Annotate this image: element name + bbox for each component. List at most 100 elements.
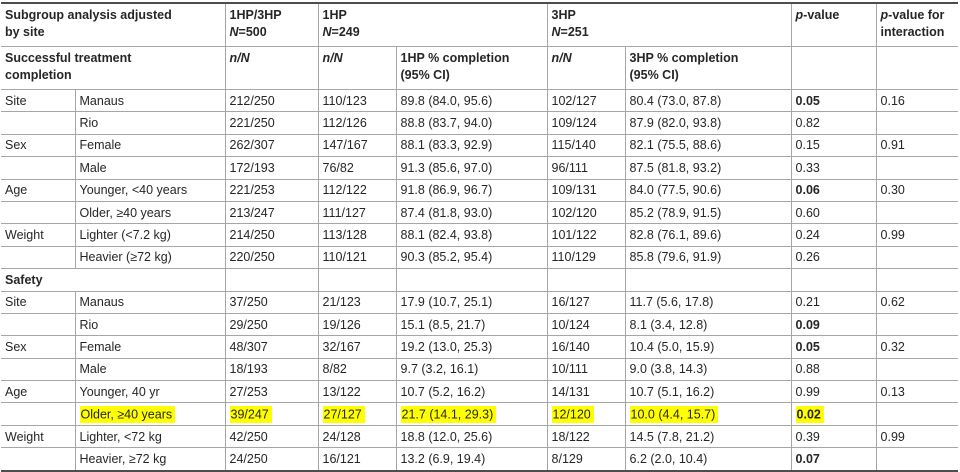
p-value-cell-text: 0.88	[795, 362, 820, 377]
section-label: Safety	[0, 268, 226, 292]
subgroup-cell: Rio	[74, 312, 226, 337]
p-value-cell-text: 0.21	[795, 295, 820, 310]
value-cell-text: 87.5 (81.8, 93.2)	[629, 160, 722, 175]
value-cell-text: 10.0 (4.4, 15.7)	[629, 405, 719, 423]
p-interaction-cell: 0.99	[875, 223, 959, 247]
value-cell-text: 102/120	[551, 205, 597, 220]
value-cell-text: 89.8 (84.0, 95.6)	[400, 93, 493, 108]
subgroup-cell-text: Rio	[79, 116, 99, 131]
value-cell: 9.7 (3.2, 16.1)	[395, 357, 548, 382]
subgroup-cell-text: Younger, 40 yr	[79, 384, 160, 399]
table-row: Weight Lighter (<7.2 kg) 214/250 113/128 88.…	[0, 223, 959, 247]
value-cell-text: 39/247	[229, 405, 272, 423]
p-interaction-cell-text: 0.16	[880, 93, 905, 108]
value-cell-text: 221/250	[229, 116, 275, 131]
value-cell-text: 24/250	[229, 451, 268, 466]
value-cell: 112/122	[317, 178, 397, 202]
value-cell: 88.8 (83.7, 94.0)	[395, 111, 548, 135]
value-cell: 102/127	[546, 88, 626, 113]
value-cell: 10.7 (5.1, 16.2)	[624, 380, 792, 404]
value-cell: 10/124	[546, 312, 626, 337]
p-value-cell: 0.02	[790, 402, 877, 426]
value-cell-text: 19/126	[322, 317, 361, 332]
value-cell: 6.2 (2.0, 10.4)	[624, 447, 792, 472]
value-cell: 82.8 (76.1, 89.6)	[624, 223, 792, 247]
p-value-cell: 0.99	[790, 380, 877, 404]
value-cell-text: 18/122	[551, 429, 590, 444]
value-cell-text: 18/193	[229, 362, 268, 377]
header-p-value: p-value	[790, 2, 877, 47]
empty-cell	[317, 268, 397, 292]
subgroup-cell-text: Manaus	[79, 295, 124, 310]
category-cell	[0, 111, 76, 135]
value-cell: 29/250	[224, 312, 319, 337]
value-cell: 110/129	[546, 245, 626, 270]
p-interaction-cell-text: 0.32	[880, 339, 905, 354]
category-cell: Weight	[0, 424, 76, 449]
value-cell: 90.3 (85.2, 95.4)	[395, 245, 548, 270]
value-cell-text: 10/124	[551, 317, 590, 332]
p-value-cell-text: 0.33	[795, 160, 820, 175]
p-interaction-cell	[875, 357, 959, 382]
value-cell-text: 19.2 (13.0, 25.3)	[400, 339, 493, 354]
table-row: Age Younger, <40 years 221/253 112/122 91.8 …	[0, 178, 959, 202]
value-cell: 221/250	[224, 111, 319, 135]
header-empty-p	[790, 46, 877, 90]
value-cell-text: 147/167	[322, 138, 368, 153]
value-cell-text: 13/122	[322, 384, 361, 399]
value-cell: 12/120	[546, 402, 626, 426]
value-cell: 212/250	[224, 88, 319, 113]
p-interaction-cell: 0.62	[875, 290, 959, 314]
value-cell: 109/124	[546, 111, 626, 135]
header-arm-1hp: 1HP N=249	[317, 2, 548, 47]
value-cell: 88.1 (82.4, 93.8)	[395, 223, 548, 247]
value-cell: 18.8 (12.0, 25.6)	[395, 424, 548, 449]
category-cell	[0, 156, 76, 180]
value-cell: 24/250	[224, 447, 319, 472]
value-cell-text: 6.2 (2.0, 10.4)	[629, 451, 708, 466]
p-value-cell-text: 0.02	[795, 405, 824, 423]
p-value-cell: 0.88	[790, 357, 877, 382]
category-cell	[0, 402, 76, 426]
empty-cell	[395, 268, 548, 292]
value-cell-text: 24/128	[322, 429, 361, 444]
category-cell: Age	[0, 178, 76, 202]
subgroup-cell-text: Male	[79, 160, 107, 175]
value-cell: 32/167	[317, 335, 397, 359]
table-row: Sex Female 262/307 147/167 88.1 (83.3, 92.9)…	[0, 133, 959, 158]
category-cell-text: Sex	[5, 138, 27, 153]
value-cell: 10.4 (5.0, 15.9)	[624, 335, 792, 359]
value-cell-text: 112/126	[322, 116, 367, 131]
empty-cell	[224, 268, 319, 292]
category-cell-text: Age	[5, 183, 28, 198]
value-cell: 147/167	[317, 133, 397, 158]
p-value-cell: 0.05	[790, 88, 877, 113]
category-cell: Age	[0, 380, 76, 404]
value-cell-text: 9.0 (3.8, 14.3)	[629, 362, 708, 377]
value-cell: 213/247	[224, 200, 319, 225]
category-cell-text: Weight	[5, 228, 44, 243]
value-cell: 172/193	[224, 156, 319, 180]
header-nN-3hp: n/N	[546, 46, 626, 90]
value-cell: 214/250	[224, 223, 319, 247]
value-cell: 221/253	[224, 178, 319, 202]
p-interaction-cell: 0.16	[875, 88, 959, 113]
subgroup-cell: Lighter, <72 kg	[74, 424, 226, 449]
value-cell: 87.9 (82.0, 93.8)	[624, 111, 792, 135]
p-interaction-cell	[875, 200, 959, 225]
table-row: Site Manaus 37/250 21/123 17.9 (10.7, 25.1) 1…	[0, 290, 959, 314]
table-row: Heavier (≥72 kg) 220/250 110/121 90.3 (85.2…	[0, 245, 959, 270]
value-cell-text: 111/127	[322, 205, 366, 220]
p-value-cell-text: 0.05	[795, 339, 820, 354]
subgroup-cell: Female	[74, 133, 226, 158]
subgroup-cell-text: Lighter (<7.2 kg)	[79, 228, 171, 243]
header-nN-1hp: n/N	[317, 46, 397, 90]
table-row: Rio 29/250 19/126 15.1 (8.5, 21.7) 10/124 8.1…	[0, 312, 959, 337]
value-cell-text: 15.1 (8.5, 21.7)	[400, 317, 486, 332]
value-cell-text: 110/123	[322, 93, 367, 108]
value-cell-text: 214/250	[229, 228, 275, 243]
p-value-cell: 0.05	[790, 335, 877, 359]
p-interaction-cell: 0.91	[875, 133, 959, 158]
p-interaction-cell-text: 0.99	[880, 228, 905, 243]
